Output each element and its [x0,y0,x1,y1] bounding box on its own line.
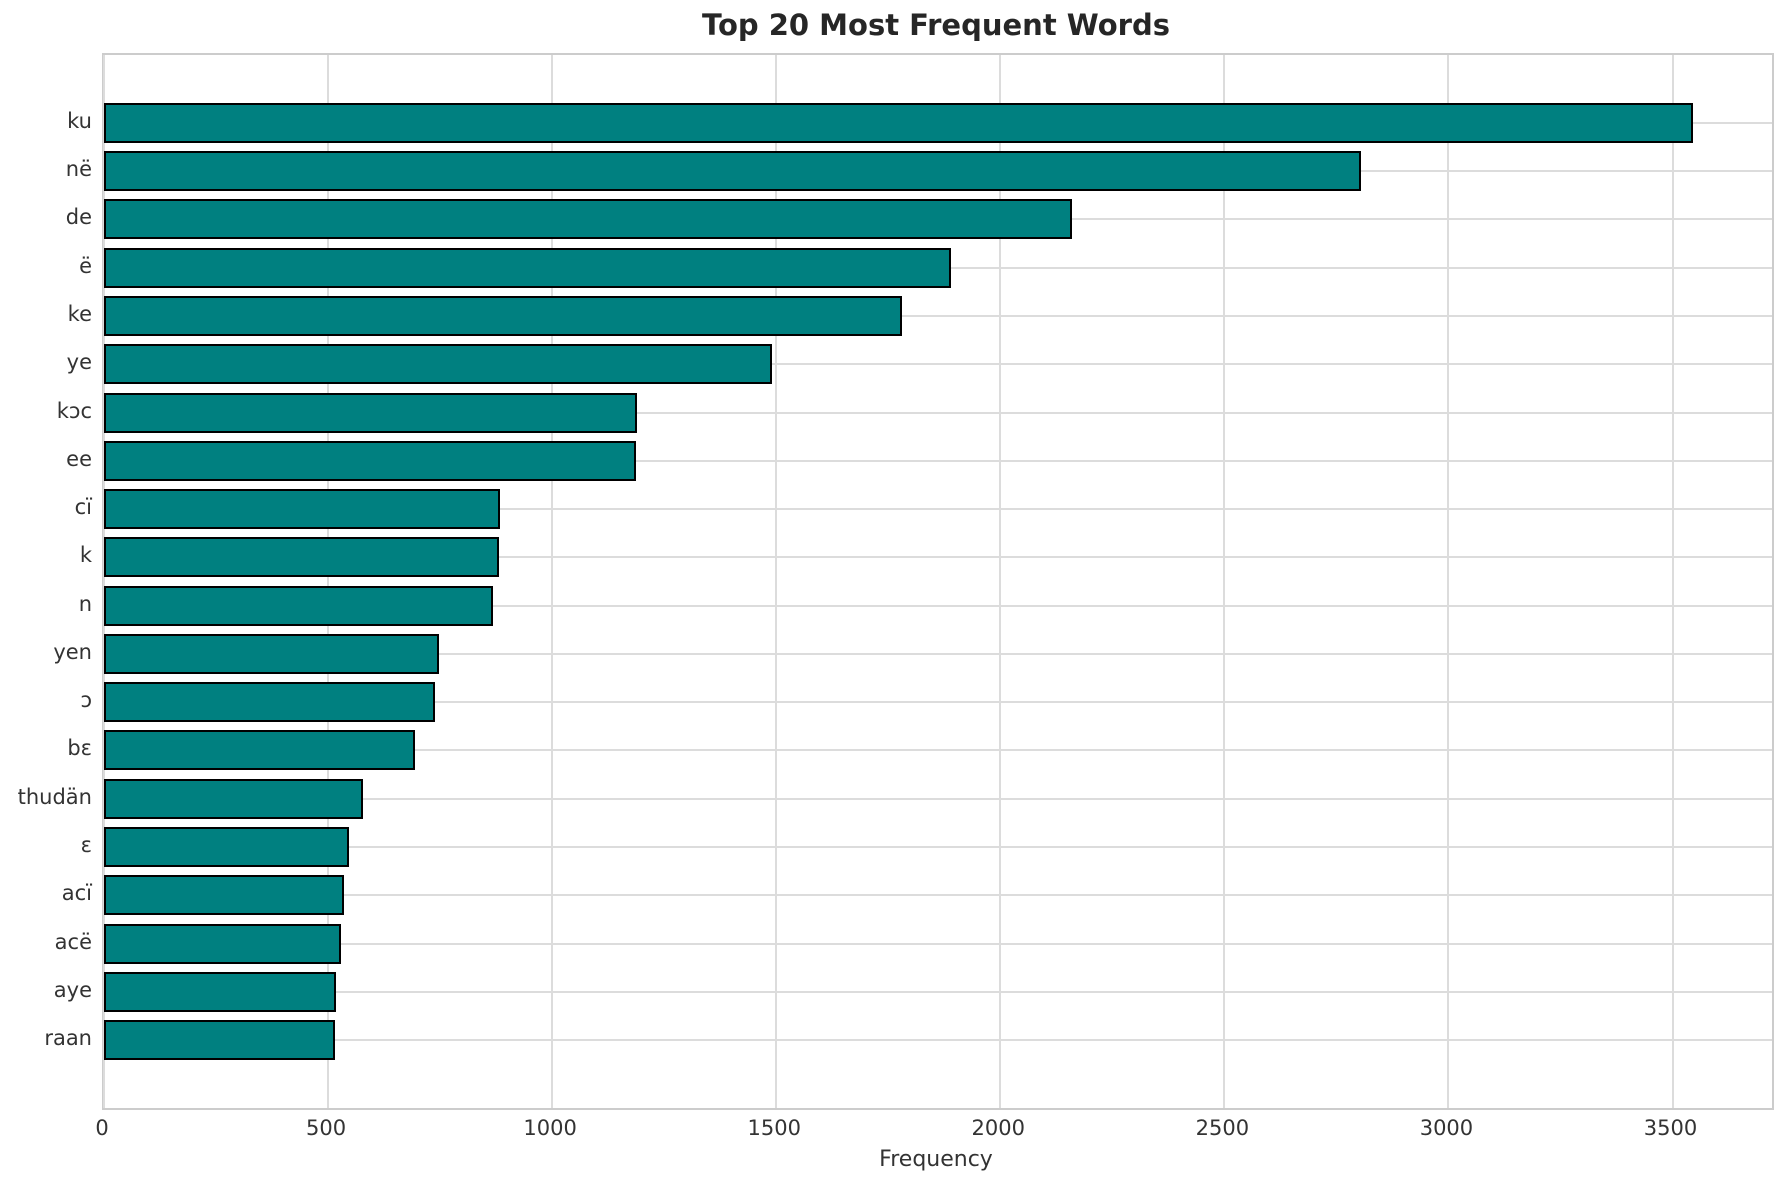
bar-ku [104,102,1693,143]
bar-ee [104,440,636,481]
bar-ɔ [104,682,435,723]
bar-ke [104,295,902,336]
y-tick-label: bɛ [67,736,92,761]
x-tick-label: 1500 [747,1116,801,1140]
y-tick-label: k [79,543,92,568]
gridline-horizontal [104,363,1772,366]
y-tick-label: n [78,591,92,616]
y-tick-label: aye [53,977,92,1002]
gridline-horizontal [104,604,1772,607]
gridline-vertical [1447,55,1450,1108]
y-tick-label: thudän [17,784,92,809]
x-tick-label: 500 [306,1116,347,1140]
gridline-vertical [327,55,330,1108]
plot-area [102,53,1774,1110]
gridline-horizontal [104,1039,1772,1042]
gridline-vertical [775,55,778,1108]
bar-thudän [104,778,363,819]
bar-yen [104,633,439,674]
gridline-horizontal [104,846,1772,849]
x-tick-label: 2000 [971,1116,1026,1140]
bar-ye [104,344,772,385]
bar-k [104,537,500,578]
gridline-horizontal [104,556,1772,559]
gridline-vertical [103,55,105,1108]
x-tick-label: 0 [95,1116,109,1140]
gridline-vertical [1223,55,1226,1108]
y-tick-label: ɔ [80,688,92,713]
bar-raan [104,1020,336,1061]
gridline-vertical [1671,55,1674,1108]
y-tick-label: acï [61,881,92,906]
gridline-horizontal [104,459,1772,462]
gridline-vertical [999,55,1002,1108]
y-tick-label: cï [74,495,92,520]
bar-acï [104,875,345,916]
y-tick-label: de [65,205,92,230]
bar-bɛ [104,730,416,771]
bar-n [104,585,493,626]
bar-kɔc [104,392,638,433]
gridline-vertical [551,55,554,1108]
y-tick-label: ke [67,301,92,326]
x-axis-label: Frequency [879,1147,993,1172]
x-tick-label: 3000 [1419,1116,1474,1140]
y-tick-label: ee [66,446,92,471]
gridline-horizontal [104,652,1772,655]
y-tick-label: ɛ [80,833,92,858]
gridline-horizontal [104,314,1772,317]
bar-ɛ [104,827,349,868]
gridline-horizontal [104,942,1772,945]
y-tick-label: ku [67,108,92,133]
gridline-horizontal [104,797,1772,800]
y-tick-label: ë [79,253,92,278]
y-tick-label: kɔc [56,398,92,423]
gridline-horizontal [104,990,1772,993]
y-tick-label: raan [44,1026,92,1051]
x-tick-label: 2500 [1195,1116,1250,1140]
bar-ë [104,247,951,288]
y-tick-label: në [65,157,92,182]
gridline-horizontal [104,749,1772,752]
bar-cï [104,489,501,530]
y-tick-label: acë [54,929,92,954]
gridline-horizontal [104,701,1772,704]
bar-de [104,199,1072,240]
y-tick-label: ye [66,350,92,375]
gridline-horizontal [104,508,1772,511]
bar-në [104,151,1362,192]
y-tick-label: yen [53,639,92,664]
chart-title: Top 20 Most Frequent Words [702,8,1170,42]
gridline-horizontal [104,894,1772,897]
gridline-horizontal [104,411,1772,414]
bar-acë [104,923,341,964]
x-tick-label: 1000 [523,1116,577,1140]
x-tick-label: 3500 [1643,1116,1698,1140]
bar-aye [104,971,336,1012]
